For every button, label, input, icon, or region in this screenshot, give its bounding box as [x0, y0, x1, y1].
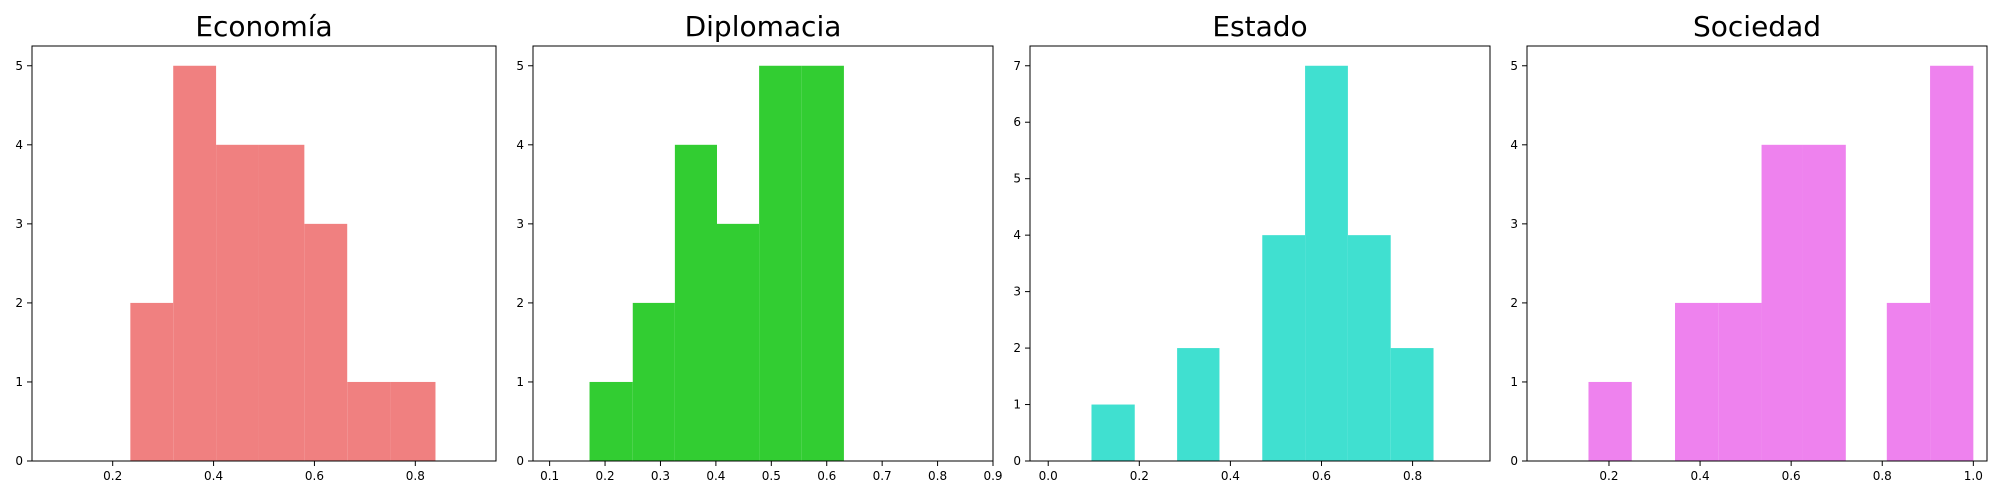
estado-ytick-label: 2: [1013, 341, 1021, 355]
estado-xtick-label: 0.2: [1130, 469, 1149, 483]
economia-axes-frame: [31, 45, 497, 462]
sociedad-bar-1: [1675, 302, 1719, 461]
economia-ytick-label: 2: [15, 296, 23, 310]
economia-bar-0: [130, 302, 174, 461]
estado-xtick-label: 0.8: [1403, 469, 1422, 483]
economia-bar-5: [347, 381, 391, 461]
diplomacia-bar-5: [801, 65, 844, 461]
economia-xtick-label: 0.4: [204, 469, 223, 483]
sociedad-xtick-label: 1.0: [1964, 469, 1983, 483]
diplomacia-ytick-label: 1: [516, 375, 524, 389]
estado-bar-5: [1390, 348, 1434, 461]
sociedad-bar-0: [1588, 381, 1632, 461]
sociedad-xtick-label: 0.4: [1691, 469, 1710, 483]
economia-bar-2: [216, 144, 259, 462]
estado-bar-1: [1177, 348, 1220, 461]
diplomacia-bar-4: [759, 65, 802, 461]
sociedad-ytick-label: 5: [1510, 59, 1518, 73]
sociedad-xtick-label: 0.8: [1873, 469, 1892, 483]
economia-ytick-label: 5: [15, 59, 23, 73]
diplomacia-xtick-label: 0.5: [762, 469, 781, 483]
sociedad-bar-2: [1718, 302, 1762, 461]
diplomacia-ytick-label: 2: [516, 296, 524, 310]
diplomacia-bar-2: [674, 144, 717, 462]
sociedad-ytick-label: 4: [1510, 138, 1518, 152]
estado-bar-2: [1262, 235, 1306, 461]
diplomacia-bar-3: [717, 223, 760, 461]
diplomacia-bar-1: [632, 302, 675, 461]
economia-bar-6: [390, 381, 436, 461]
economia-bar-3: [258, 144, 305, 462]
sociedad-bar-6: [1930, 65, 1974, 461]
panel-diplomacia: 0 1 2 3 4 5 0.1 0.2 0.3 0.4 0.5 0.6 0.7 0.8 0.9 Diploma…: [516, 10, 1002, 483]
panel-sociedad: 0 1 2 3 4 5 0.2 0.4 0.6 0.8 1.0 Sociedad: [1510, 10, 1988, 483]
economia-xtick-label: 0.2: [103, 469, 122, 483]
economia-title: Economía: [195, 10, 332, 43]
estado-xtick-label: 0.6: [1312, 469, 1331, 483]
sociedad-ytick-label: 0: [1510, 454, 1518, 468]
estado-bar-0: [1091, 404, 1135, 461]
diplomacia-ytick-label: 0: [516, 454, 524, 468]
diplomacia-ytick-label: 4: [516, 138, 524, 152]
panel-estado: 0 1 2 3 4 5 6 7 0.0 0.2 0.4 0.6 0.8 Estado: [1013, 10, 1491, 483]
estado-ytick-label: 3: [1013, 285, 1021, 299]
estado-bar-3: [1305, 65, 1348, 461]
sociedad-ytick-label: 2: [1510, 296, 1518, 310]
diplomacia-ytick-label: 3: [516, 217, 524, 231]
sociedad-bar-4: [1802, 144, 1846, 462]
estado-xtick-label: 0.4: [1221, 469, 1240, 483]
estado-title: Estado: [1212, 10, 1307, 43]
diplomacia-xtick-label: 0.9: [983, 469, 1002, 483]
diplomacia-xtick-label: 0.3: [651, 469, 670, 483]
estado-axes-frame: [1029, 45, 1491, 462]
sociedad-xtick-label: 0.2: [1599, 469, 1618, 483]
estado-ytick-label: 4: [1013, 228, 1021, 242]
estado-bar-4: [1347, 235, 1391, 461]
sociedad-ytick-label: 1: [1510, 375, 1518, 389]
diplomacia-xtick-label: 0.7: [873, 469, 892, 483]
economia-bar-1: [173, 65, 217, 461]
estado-ytick-label: 5: [1013, 172, 1021, 186]
economia-bar-4: [304, 223, 348, 461]
sociedad-axes-frame: [1526, 45, 1988, 462]
diplomacia-bar-0: [589, 381, 633, 461]
economia-ytick-label: 3: [15, 217, 23, 231]
estado-ytick-label: 6: [1013, 115, 1021, 129]
estado-ytick-label: 1: [1013, 398, 1021, 412]
sociedad-bar-5: [1886, 302, 1931, 461]
diplomacia-xtick-label: 0.4: [706, 469, 725, 483]
diplomacia-axes-frame: [532, 45, 994, 462]
estado-xtick-label: 0.0: [1039, 469, 1058, 483]
diplomacia-title: Diplomacia: [685, 10, 842, 43]
estado-ytick-label: 0: [1013, 454, 1021, 468]
economia-ytick-label: 1: [15, 375, 23, 389]
sociedad-bar-3: [1761, 144, 1803, 462]
sociedad-xtick-label: 0.6: [1782, 469, 1801, 483]
economia-xtick-label: 0.6: [305, 469, 324, 483]
sociedad-title: Sociedad: [1693, 10, 1821, 43]
diplomacia-xtick-label: 0.6: [817, 469, 836, 483]
economia-ytick-label: 4: [15, 138, 23, 152]
estado-ytick-label: 7: [1013, 59, 1021, 73]
economia-xtick-label: 0.8: [406, 469, 425, 483]
sociedad-ytick-label: 3: [1510, 217, 1518, 231]
economia-ytick-label: 0: [15, 454, 23, 468]
diplomacia-xtick-label: 0.8: [928, 469, 947, 483]
diplomacia-ytick-label: 5: [516, 59, 524, 73]
diplomacia-xtick-label: 0.1: [540, 469, 559, 483]
diplomacia-xtick-label: 0.2: [596, 469, 615, 483]
panel-economia: 0 1 2 3 4 5 0.2 0.4 0.6 0.8 Economía: [15, 10, 497, 483]
